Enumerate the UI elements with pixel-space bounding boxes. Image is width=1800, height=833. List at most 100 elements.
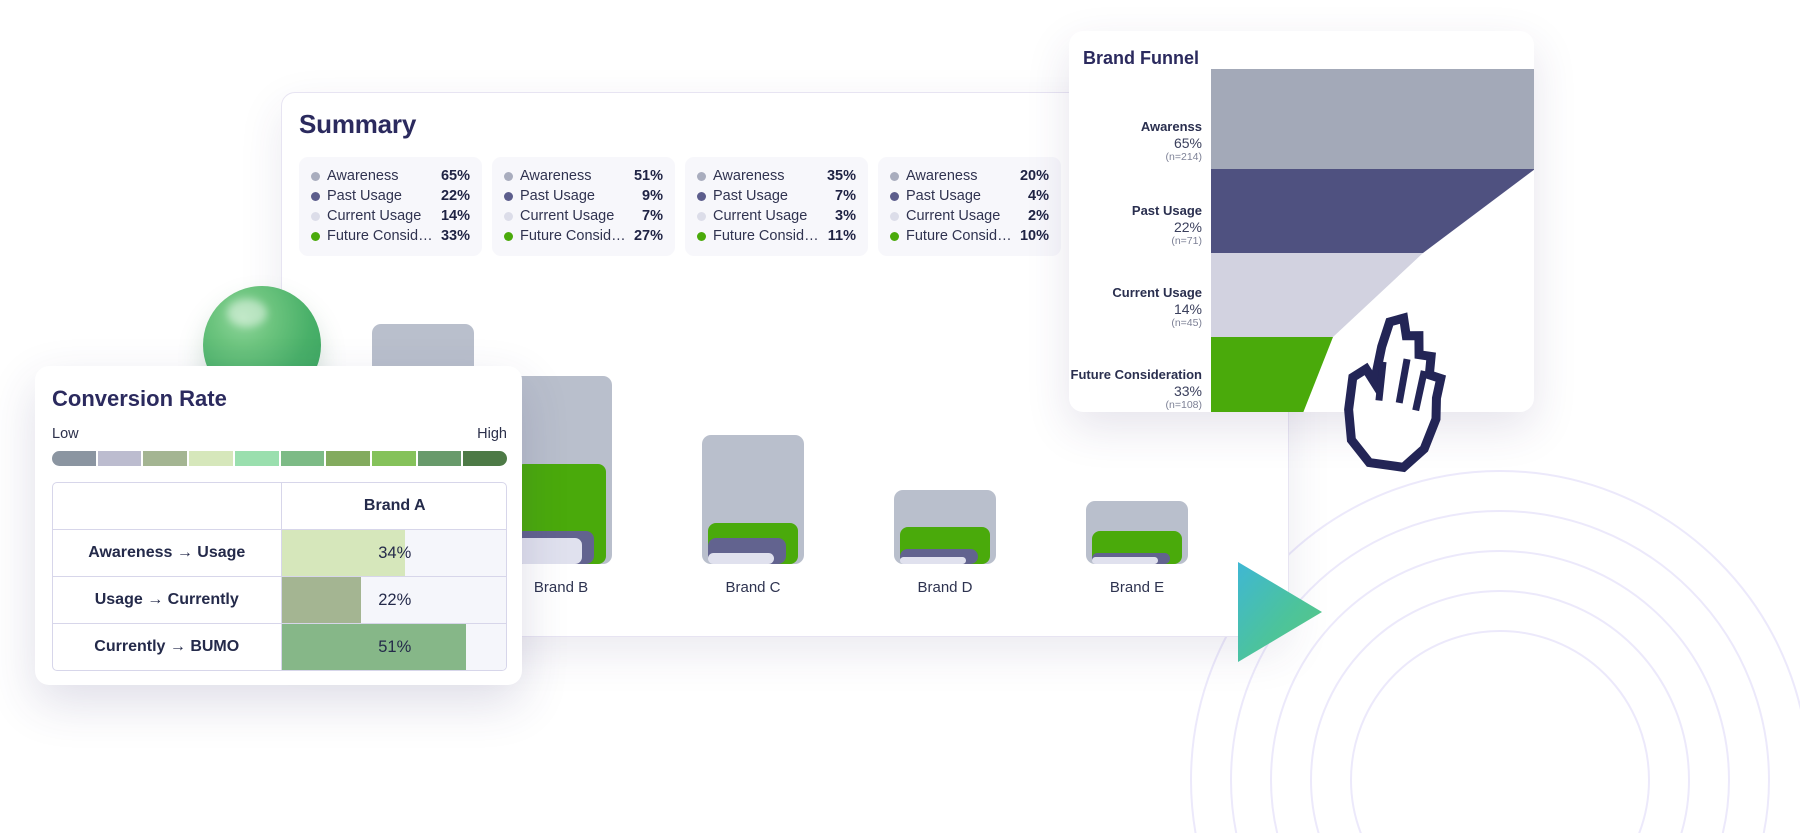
summary-metric-row: Current Usage 2% [890,206,1049,226]
bar-group[interactable] [1086,501,1188,564]
bar-current-usage [708,553,774,564]
conversion-value: 51% [378,637,412,656]
funnel-stage-pct: 22% [1173,219,1202,235]
summary-card: Awareness 20% Past Usage 4% Current Usage 2% F… [878,157,1061,256]
legend-color-swatch [280,451,325,466]
legend-color-swatch [97,451,142,466]
bar-awareness [894,490,996,564]
funnel-stage-count: (n=108) [1165,399,1202,411]
conversion-value-cell: 51% [281,623,506,670]
summary-metric-row: Future Consider... 10% [890,226,1049,246]
summary-metric-row: Awareness 20% [890,166,1049,186]
brand-funnel-title: Brand Funnel [1083,48,1199,68]
funnel-stage-pct: 14% [1173,301,1202,317]
legend-color-swatch [189,451,233,466]
summary-metric-row: Past Usage 7% [697,186,856,206]
conversion-value: 34% [378,543,412,562]
conversion-value: 22% [378,590,412,609]
legend-dot-icon [890,191,899,201]
page-title: Summary [299,109,417,139]
funnel-stage-count: (n=214) [1165,151,1202,163]
brand-funnel-panel: Brand Funnel Awarenss 65% (n=214) Past Usag… [1069,31,1534,412]
legend-dot-icon [504,211,513,221]
summary-metric-label: Past Usage [520,188,595,204]
bar-awareness [702,435,804,564]
funnel-stage-name: Current Usage [1112,285,1202,300]
conversion-bar-fill [281,576,362,623]
bar-current-usage [516,538,582,564]
table-header-row: Brand A [53,483,506,530]
conversion-bar-fill [281,623,467,670]
funnel-stage-label: Future Consideration 33% (n=108) [1071,367,1211,412]
summary-metric-label: Past Usage [713,188,788,204]
legend-dot-icon [890,231,899,241]
funnel-band [1211,69,1534,169]
summary-metric-value: 20% [1019,168,1049,184]
conversion-step-label: Awareness → Usage [53,529,282,577]
summary-metric-value: 7% [642,208,663,224]
legend-dot-icon [697,211,706,221]
summary-metric-label: Past Usage [327,188,402,204]
conversion-rate-title: Conversion Rate [52,386,227,411]
summary-card: Awareness 65% Past Usage 22% Current Usage 14… [299,157,482,256]
legend-color-swatch [326,451,370,466]
summary-metric-label: Future Consider... [327,228,435,244]
funnel-stage-label: Awarenss 65% (n=214) [1141,119,1211,164]
summary-metric-label: Future Consider... [520,228,628,244]
summary-metric-value: 2% [1028,208,1049,224]
table-row[interactable]: Awareness → Usage 34% [53,529,506,577]
legend-dot-icon [890,211,899,221]
summary-metric-value: 4% [1028,188,1049,204]
bar-current-usage [900,557,966,564]
legend-low-label: Low [52,426,79,442]
funnel-stage-name: Awarenss [1140,119,1202,134]
legend-dot-icon [697,171,706,181]
summary-metric-label: Future Consider... [713,228,822,244]
summary-metric-row: Current Usage 14% [311,206,470,226]
legend-dot-icon [311,231,320,241]
summary-metric-label: Awareness [520,168,592,184]
funnel-stage-name: Future Consideration [1070,367,1202,382]
bar-category-label: Brand D [917,579,973,596]
conversion-legend-scale: Low High [52,426,507,442]
bar-awareness [1086,501,1188,564]
legend-dot-icon [697,191,706,201]
legend-color-swatch [417,451,462,466]
summary-metric-row: Past Usage 4% [890,186,1049,206]
summary-metric-row: Current Usage 7% [504,206,663,226]
legend-dot-icon [311,211,320,221]
funnel-stage-pct: 65% [1173,135,1202,151]
conversion-rate-panel: Conversion Rate Low High Brand A Awarene… [35,366,522,685]
summary-metric-row: Past Usage 9% [504,186,663,206]
bar-group[interactable] [894,490,996,564]
summary-metric-value: 14% [440,208,470,224]
table-row[interactable]: Usage → Currently 22% [53,576,506,624]
bar-group[interactable] [510,376,612,564]
summary-metric-label: Awareness [713,168,785,184]
summary-metric-value: 51% [633,168,663,184]
funnel-shape [1211,69,1534,412]
funnel-stage-count: (n=45) [1171,317,1202,329]
conversion-value-cell: 34% [281,529,506,577]
summary-metric-row: Awareness 65% [311,166,470,186]
bar-group[interactable] [702,435,804,564]
summary-metric-label: Awareness [327,168,399,184]
summary-metric-row: Awareness 51% [504,166,663,186]
funnel-stage-label: Current Usage 14% (n=45) [1112,285,1211,330]
summary-metric-label: Current Usage [520,208,615,224]
funnel-stage-label: Past Usage 22% (n=71) [1132,203,1211,248]
summary-metric-value: 22% [440,188,470,204]
table-corner-cell [53,483,282,530]
bar-category-label: Brand B [533,579,589,596]
legend-dot-icon [504,231,513,241]
legend-dot-icon [504,191,513,201]
funnel-band [1211,169,1534,253]
summary-metric-value: 7% [835,188,856,204]
legend-color-swatch [234,451,279,466]
play-button-icon[interactable] [1234,556,1326,668]
summary-metric-value: 11% [827,228,856,244]
legend-high-label: High [477,426,507,442]
summary-metric-value: 10% [1019,228,1049,244]
summary-metric-value: 3% [835,208,856,224]
table-row[interactable]: Currently → BUMO 51% [53,623,506,670]
